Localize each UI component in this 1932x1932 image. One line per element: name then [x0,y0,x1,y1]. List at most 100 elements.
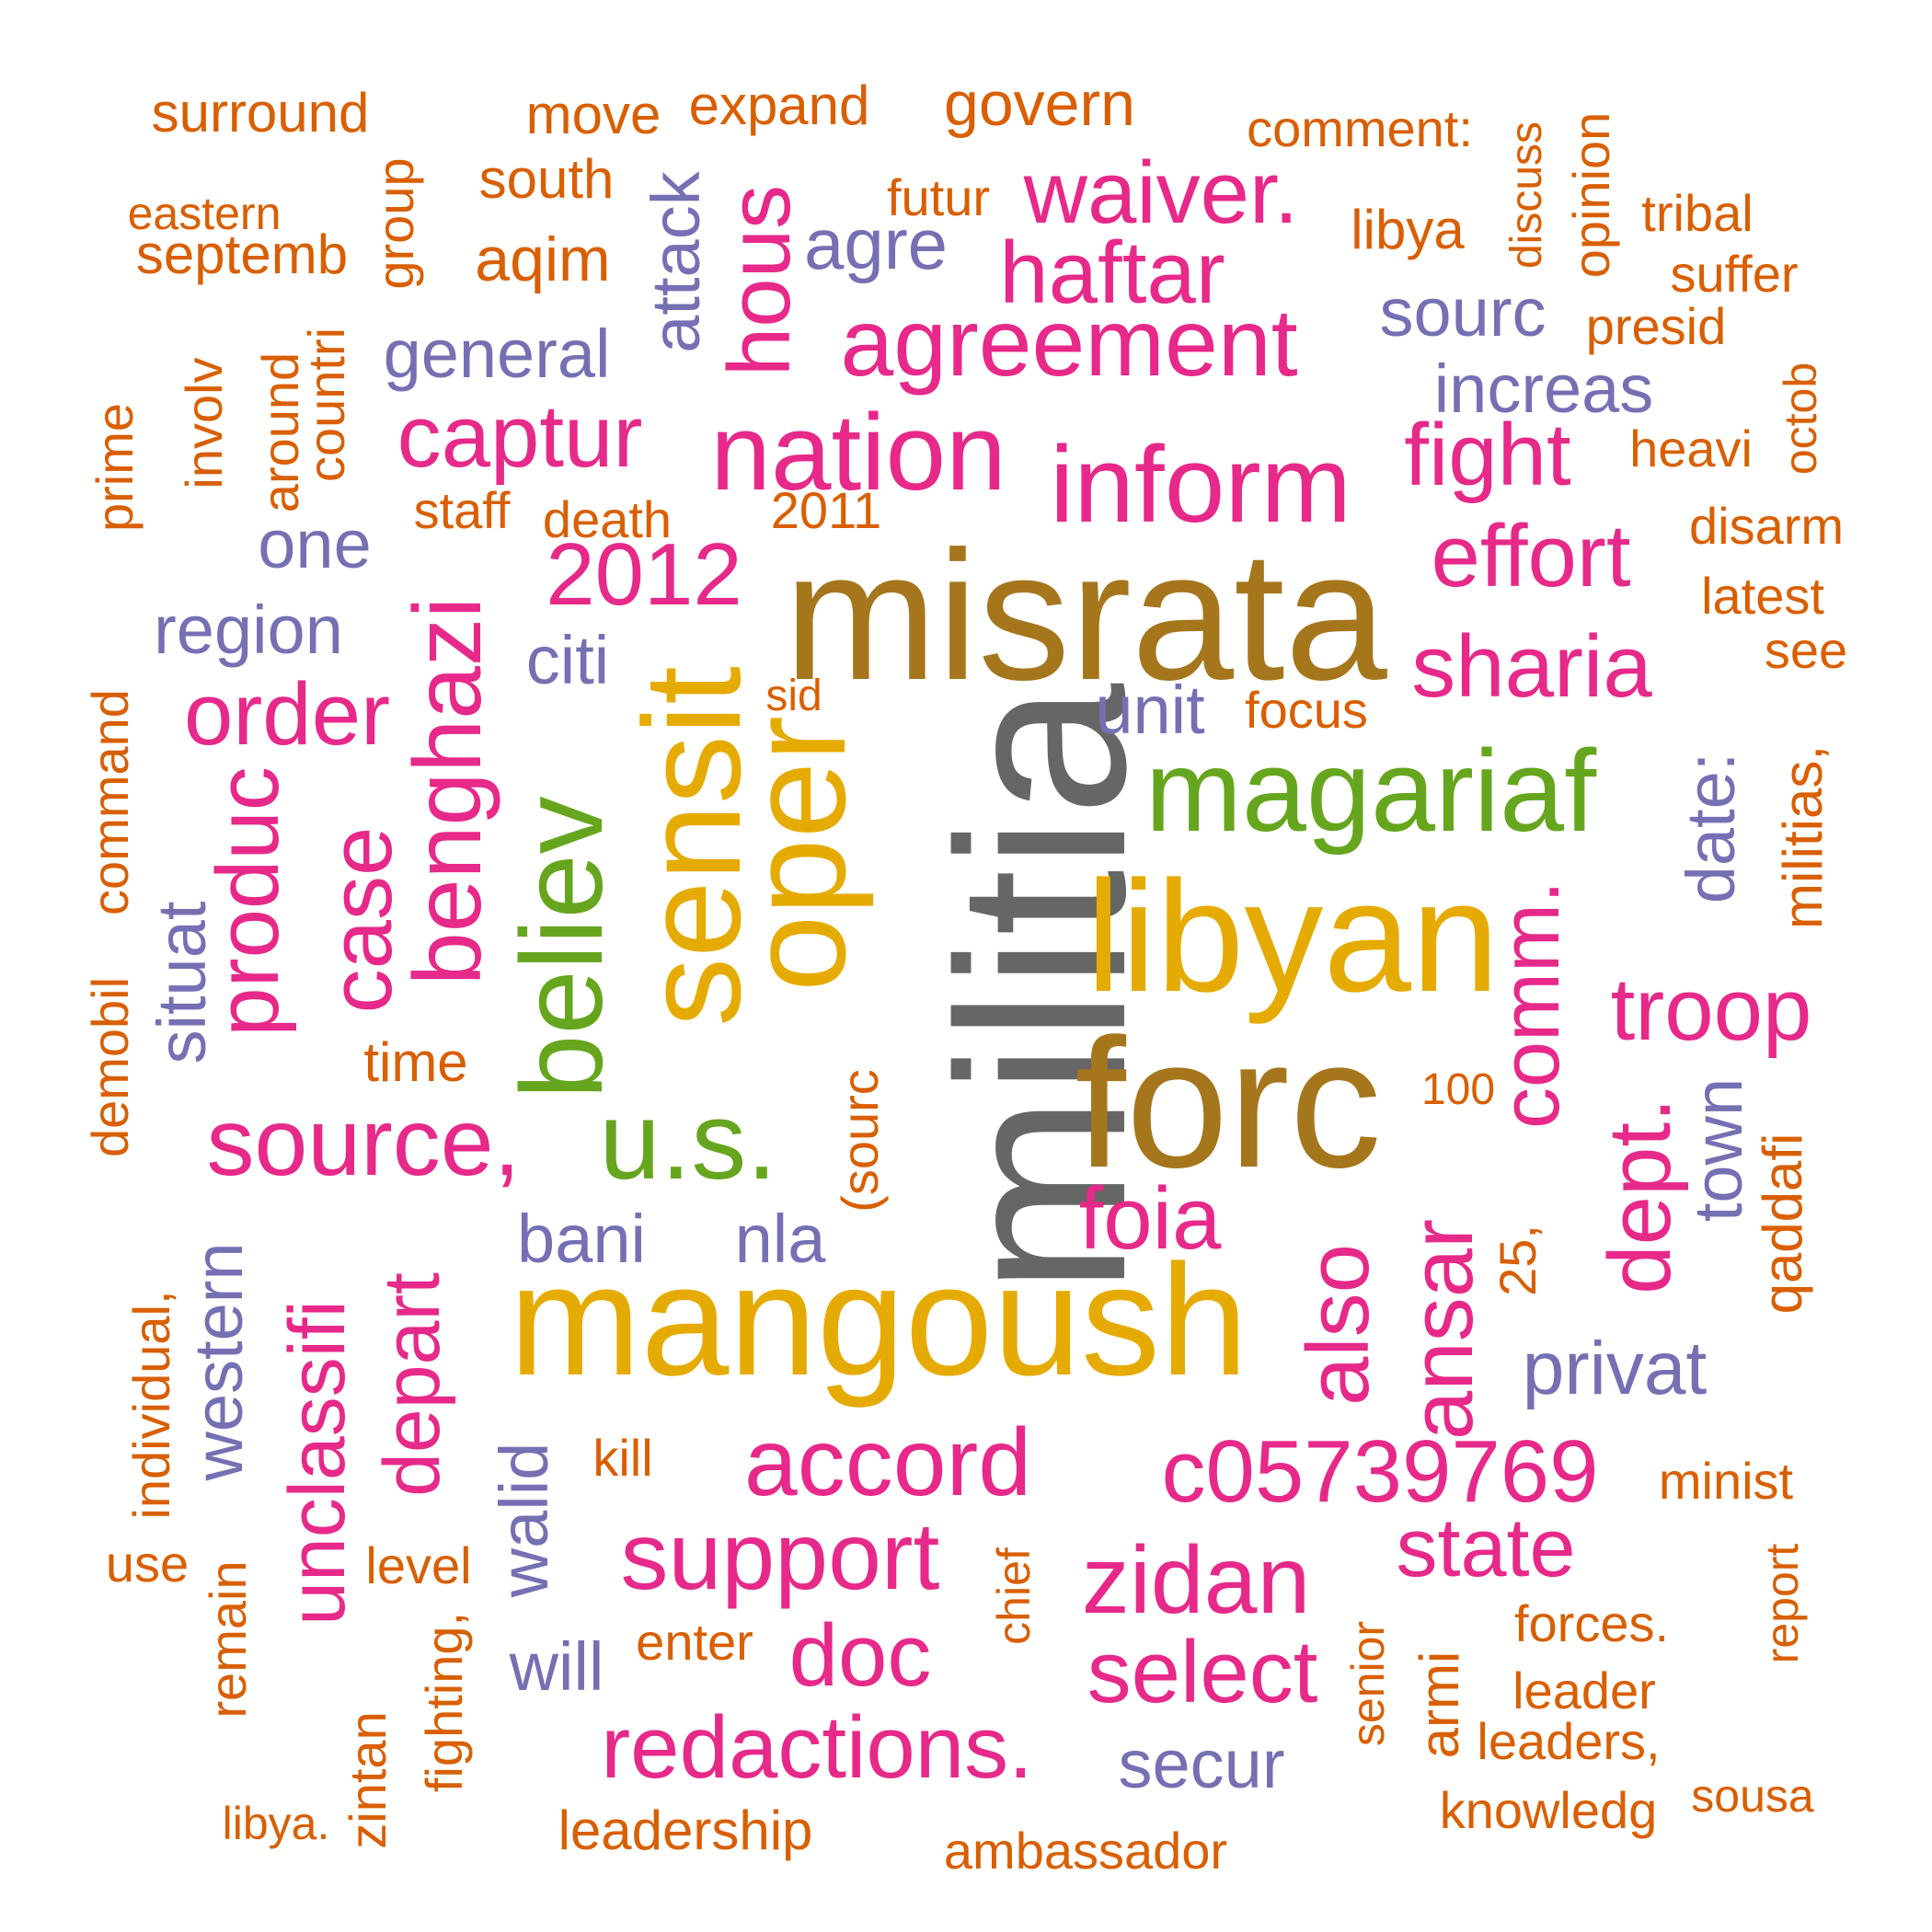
word-hous: hous [710,184,809,377]
word-group: group [366,157,424,290]
word-unclassifi: unclassifi [273,1300,362,1626]
word-sourc-1: sourc [1379,274,1547,351]
word-c05739769: c05739769 [1161,1422,1599,1521]
word-25: 25, [1489,1225,1547,1296]
word-bani: bani [517,1201,646,1277]
word-nation: nation [710,392,1006,513]
word-oper: oper [719,715,874,993]
word-troop: troop [1610,960,1812,1059]
word-sourc-2: (sourc [831,1069,889,1213]
word-general: general [383,316,611,392]
word-region: region [154,592,343,668]
word-town: town [1680,1077,1756,1223]
word-see: see [1764,621,1848,679]
word-involv: involv [175,357,233,489]
word-situat: situat [144,901,220,1064]
word-will: will [509,1628,604,1705]
word-enter: enter [636,1613,753,1671]
word-magariaf: magariaf [1144,726,1597,856]
word-mangoush: mangoush [509,1232,1248,1409]
word-forces: forces. [1513,1594,1670,1652]
word-fighting: fighting, [415,1611,473,1793]
word-western: western [180,1242,257,1481]
word-misrata: misrata [784,513,1387,719]
word-death: death [542,490,673,548]
word-unit: unit [1095,672,1205,748]
word-privat: privat [1522,1327,1708,1410]
word-futur: futur [886,168,991,226]
word-leaders: leaders, [1477,1712,1661,1770]
word-prime: prime [86,402,144,533]
word-knowledg: knowledg [1439,1781,1658,1839]
word-waiver: waiver. [1023,144,1299,242]
word-foia: foia [1078,1169,1222,1268]
word-depart: depart [368,1272,456,1497]
word-suffer: suffer [1670,245,1799,303]
word-comment: comment: [1247,99,1473,157]
word-report: report [1756,1543,1808,1664]
word-libyan: libyan [1086,848,1500,1025]
word-disarm: disarm [1688,497,1845,555]
word-remain: remain [199,1560,257,1719]
word-libya-1: libya [1351,199,1465,260]
word-militias: militias, [1772,744,1834,930]
word-2012: 2012 [546,525,742,624]
word-inform: inform [1050,424,1351,546]
word-forc: forc [1075,1001,1382,1206]
word-heavi: heavi [1629,420,1753,477]
word-case: case [312,826,410,1014]
word-presid: presid [1585,297,1727,355]
word-latest: latest [1701,567,1824,625]
word-attack: attack [638,171,714,353]
word-redactions: redactions. [601,1698,1033,1797]
word-benghazi: benghazi [395,596,501,986]
word-ambassador: ambassador [943,1822,1228,1880]
word-also: also [1289,1243,1387,1407]
word-armi: armi [1409,1650,1470,1759]
word-2011: 2011 [770,481,882,539]
word-septemb: septemb [135,224,349,285]
word-order: order [183,665,391,764]
word-expand: expand [688,75,870,136]
word-agreement: agreement [840,290,1298,397]
word-source: source, [206,1089,521,1196]
word-us: u.s. [599,1079,777,1202]
word-command: command [81,689,139,915]
word-qaddafi: qaddafi [1752,1133,1813,1315]
word-govern: govern [944,69,1135,139]
word-surround: surround [151,82,370,144]
word-individual: individual, [122,1290,180,1520]
word-discuss: discuss [1502,121,1551,270]
word-walid: walid [486,1442,562,1598]
word-move: move [525,84,661,145]
word-zintan: zintan [339,1711,397,1849]
word-ansar: ansar [1393,1218,1491,1441]
word-support: support [620,1503,940,1610]
word-accord: accord [743,1409,1032,1516]
word-south: south [478,148,615,210]
word-nla: nla [734,1201,826,1277]
word-minist: minist [1658,1452,1794,1510]
word-tribal: tribal [1641,184,1754,242]
word-sharia: sharia [1411,617,1652,716]
word-captur: captur [397,387,643,486]
word-opinion: opinion [1562,111,1620,279]
word-senior: senior [1342,1620,1394,1747]
word-fight: fight [1404,406,1571,504]
word-aqim: aqim [475,224,611,294]
word-countri: countri [297,327,355,483]
word-staff: staff [413,481,511,539]
word-libya-2: libya. [222,1798,330,1849]
word-100: 100 [1420,1065,1496,1114]
word-level: level [365,1536,472,1594]
word-zidan: zidan [1081,1527,1311,1634]
word-date: date: [1673,752,1749,904]
word-sousa: sousa [1691,1770,1814,1822]
word-increas: increas [1433,351,1654,427]
word-one: one [258,506,372,582]
word-state: state [1396,1502,1576,1594]
word-use: use [105,1535,190,1593]
word-kill: kill [592,1429,653,1487]
word-leader: leader [1512,1662,1656,1719]
